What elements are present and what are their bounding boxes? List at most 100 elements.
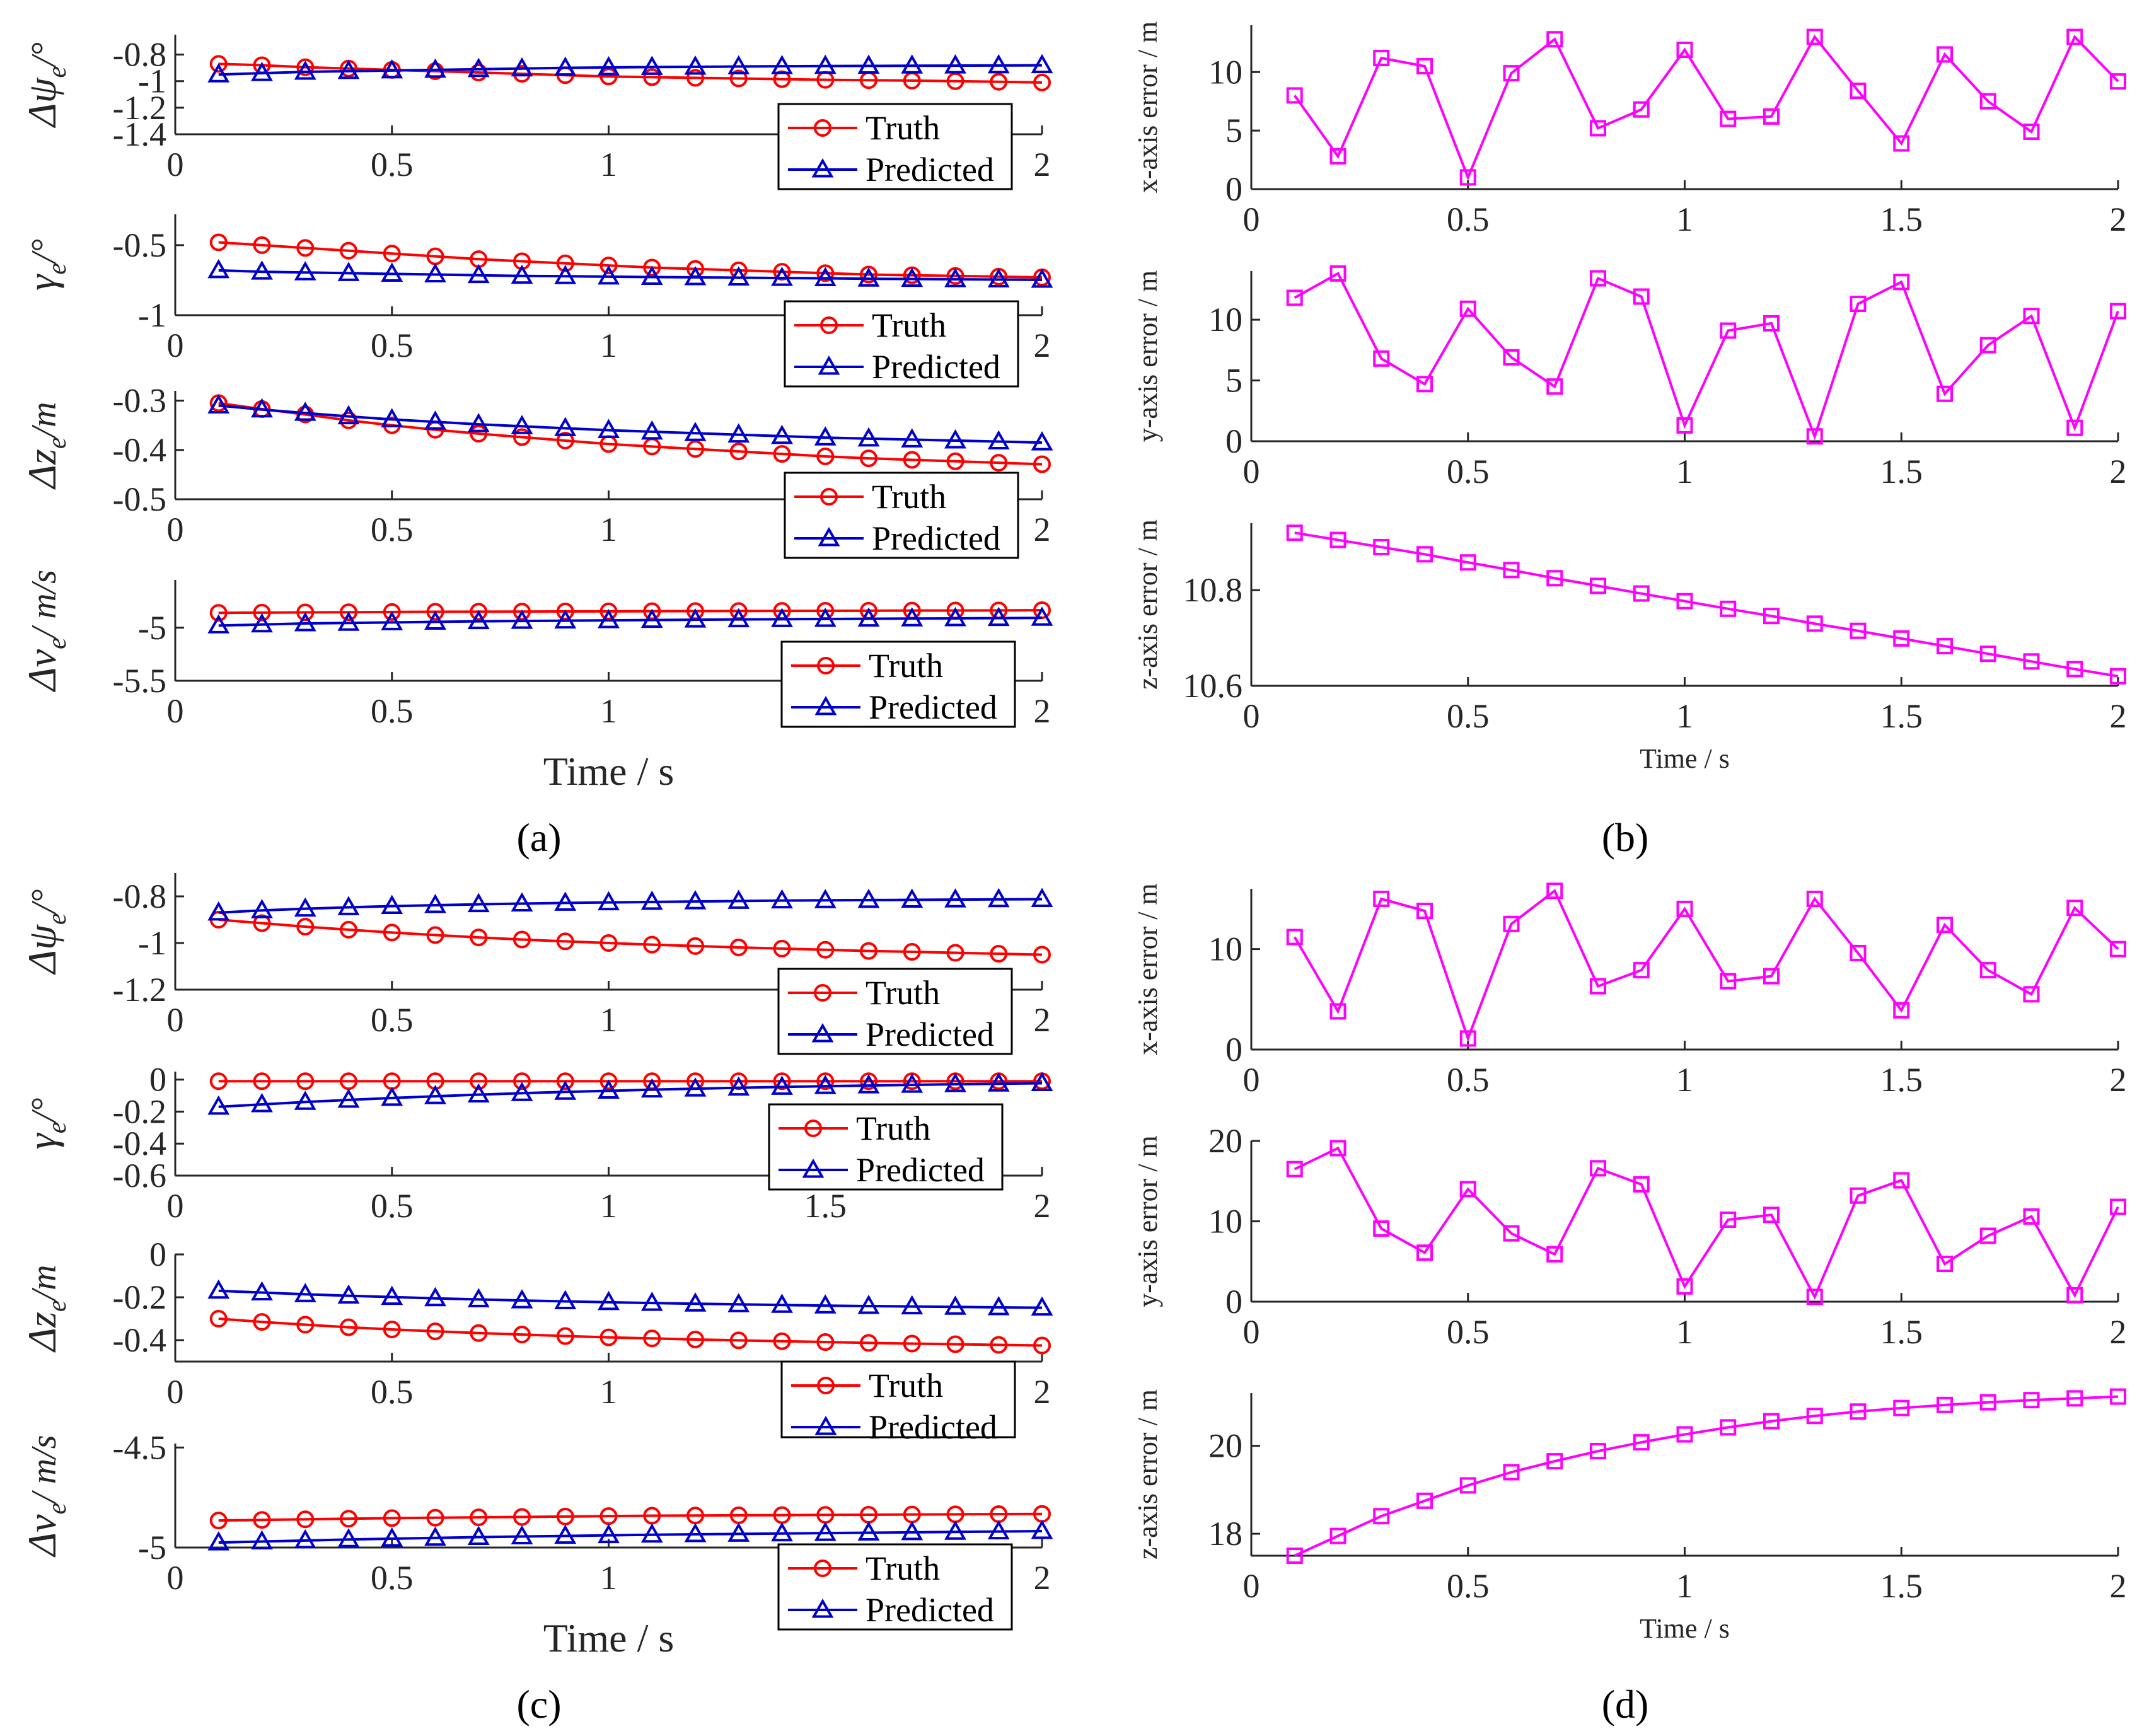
x-tick-label: 2 <box>2110 200 2127 238</box>
data-point <box>2066 661 2083 678</box>
data-point <box>556 254 574 272</box>
data-point <box>556 1072 574 1091</box>
data-point <box>296 603 315 622</box>
data-point <box>381 59 403 79</box>
data-point <box>554 891 577 911</box>
data-point <box>2110 940 2126 958</box>
data-point <box>340 603 357 622</box>
data-point <box>1806 890 1823 907</box>
data-point <box>253 914 271 932</box>
data-point <box>857 888 880 908</box>
y-tick-label: -0.8 <box>113 877 166 915</box>
y-tick-label: 10.8 <box>1183 571 1243 609</box>
y-axis-label: x-axis error / m <box>1132 21 1163 193</box>
data-point <box>1979 1227 1996 1244</box>
chart-a1: 0 0.5 1 2 -0.8-1-1.2-1.4 Δψe/° Truth Predicted <box>20 35 1053 190</box>
x-tick-label: 1.5 <box>1880 200 1923 238</box>
data-point <box>424 58 446 78</box>
data-point <box>1763 108 1780 125</box>
x-tick-label: 0 <box>1243 1061 1260 1099</box>
data-point <box>901 1295 924 1315</box>
data-point <box>729 443 748 461</box>
y-tick-label: -1 <box>138 296 166 334</box>
data-point <box>383 1509 401 1527</box>
data-point <box>1031 888 1053 907</box>
y-tick-label: -0.2 <box>113 1278 166 1316</box>
data-point <box>426 603 444 621</box>
data-point <box>684 1523 707 1542</box>
data-point <box>901 607 924 627</box>
data-point <box>1937 385 1953 402</box>
data-point <box>903 451 921 469</box>
data-point <box>1633 101 1650 118</box>
data-point <box>814 267 837 287</box>
series-line-predicted <box>218 1082 1043 1108</box>
data-point <box>1806 28 1823 45</box>
data-point <box>337 896 360 915</box>
data-point <box>294 60 316 80</box>
data-point <box>990 1336 1008 1354</box>
data-point <box>684 422 707 441</box>
y-tick-label: 0 <box>1225 170 1242 208</box>
data-point <box>513 1072 531 1091</box>
data-point <box>816 447 835 465</box>
data-point <box>1633 1434 1650 1451</box>
data-point <box>816 940 835 959</box>
y-tick-label: 18 <box>1208 1515 1242 1553</box>
data-point <box>1286 1160 1303 1178</box>
data-point <box>251 1281 273 1301</box>
plots-layer: 0 0.5 1 2-0.8-1-1.2-1.4Δψe/°TruthPredicted0… <box>20 21 2127 1660</box>
legend-marker <box>814 984 831 1002</box>
data-point <box>1806 615 1823 632</box>
data-point <box>467 263 490 284</box>
x-tick-label: 2 <box>1034 1001 1051 1039</box>
data-point <box>1329 1140 1346 1157</box>
legend-label: Predicted <box>872 519 1000 557</box>
data-point <box>1676 593 1693 610</box>
y-tick-label: 10 <box>1208 301 1242 339</box>
data-point <box>771 267 793 286</box>
data-point <box>294 1529 316 1549</box>
data-point <box>599 1328 618 1346</box>
y-tick-label: 0 <box>149 1235 166 1273</box>
data-point <box>860 942 877 960</box>
data-point <box>1503 65 1520 82</box>
data-point <box>1676 1426 1693 1443</box>
data-point <box>1937 1396 1953 1413</box>
data-point <box>1503 1225 1520 1242</box>
data-point <box>599 602 618 620</box>
data-point <box>857 1521 880 1541</box>
legend-box <box>768 1103 1004 1191</box>
data-point <box>381 408 403 427</box>
chart-c3: 0 0.5 1 2 0 -0.2 -0.4 Δze/m Truth Predicted <box>20 1235 1053 1446</box>
data-point <box>773 939 791 958</box>
data-point <box>511 1289 533 1309</box>
x-tick-label: 2 <box>1034 327 1051 364</box>
x-tick-label: 0.5 <box>371 146 414 183</box>
data-point <box>209 1512 228 1530</box>
data-point <box>554 56 577 76</box>
data-point <box>1416 546 1433 563</box>
data-point <box>987 430 1010 450</box>
data-point <box>424 894 446 913</box>
data-point <box>1286 929 1303 946</box>
data-point <box>1546 1453 1563 1470</box>
data-point <box>686 1330 704 1348</box>
data-point <box>944 1295 966 1315</box>
data-point <box>729 1331 748 1350</box>
data-point <box>598 1290 620 1311</box>
data-point <box>640 420 663 440</box>
data-point <box>1373 1508 1390 1525</box>
data-point <box>987 888 1010 908</box>
data-point <box>1633 1176 1650 1193</box>
legend-label: Truth <box>869 1367 943 1404</box>
data-point <box>251 1093 273 1113</box>
x-tick-label: 0 <box>1243 453 1260 490</box>
data-point <box>2066 28 2083 45</box>
data-point <box>1676 417 1693 434</box>
y-tick-label: -0.4 <box>113 431 166 469</box>
y-tick-label: 10.6 <box>1183 667 1243 705</box>
